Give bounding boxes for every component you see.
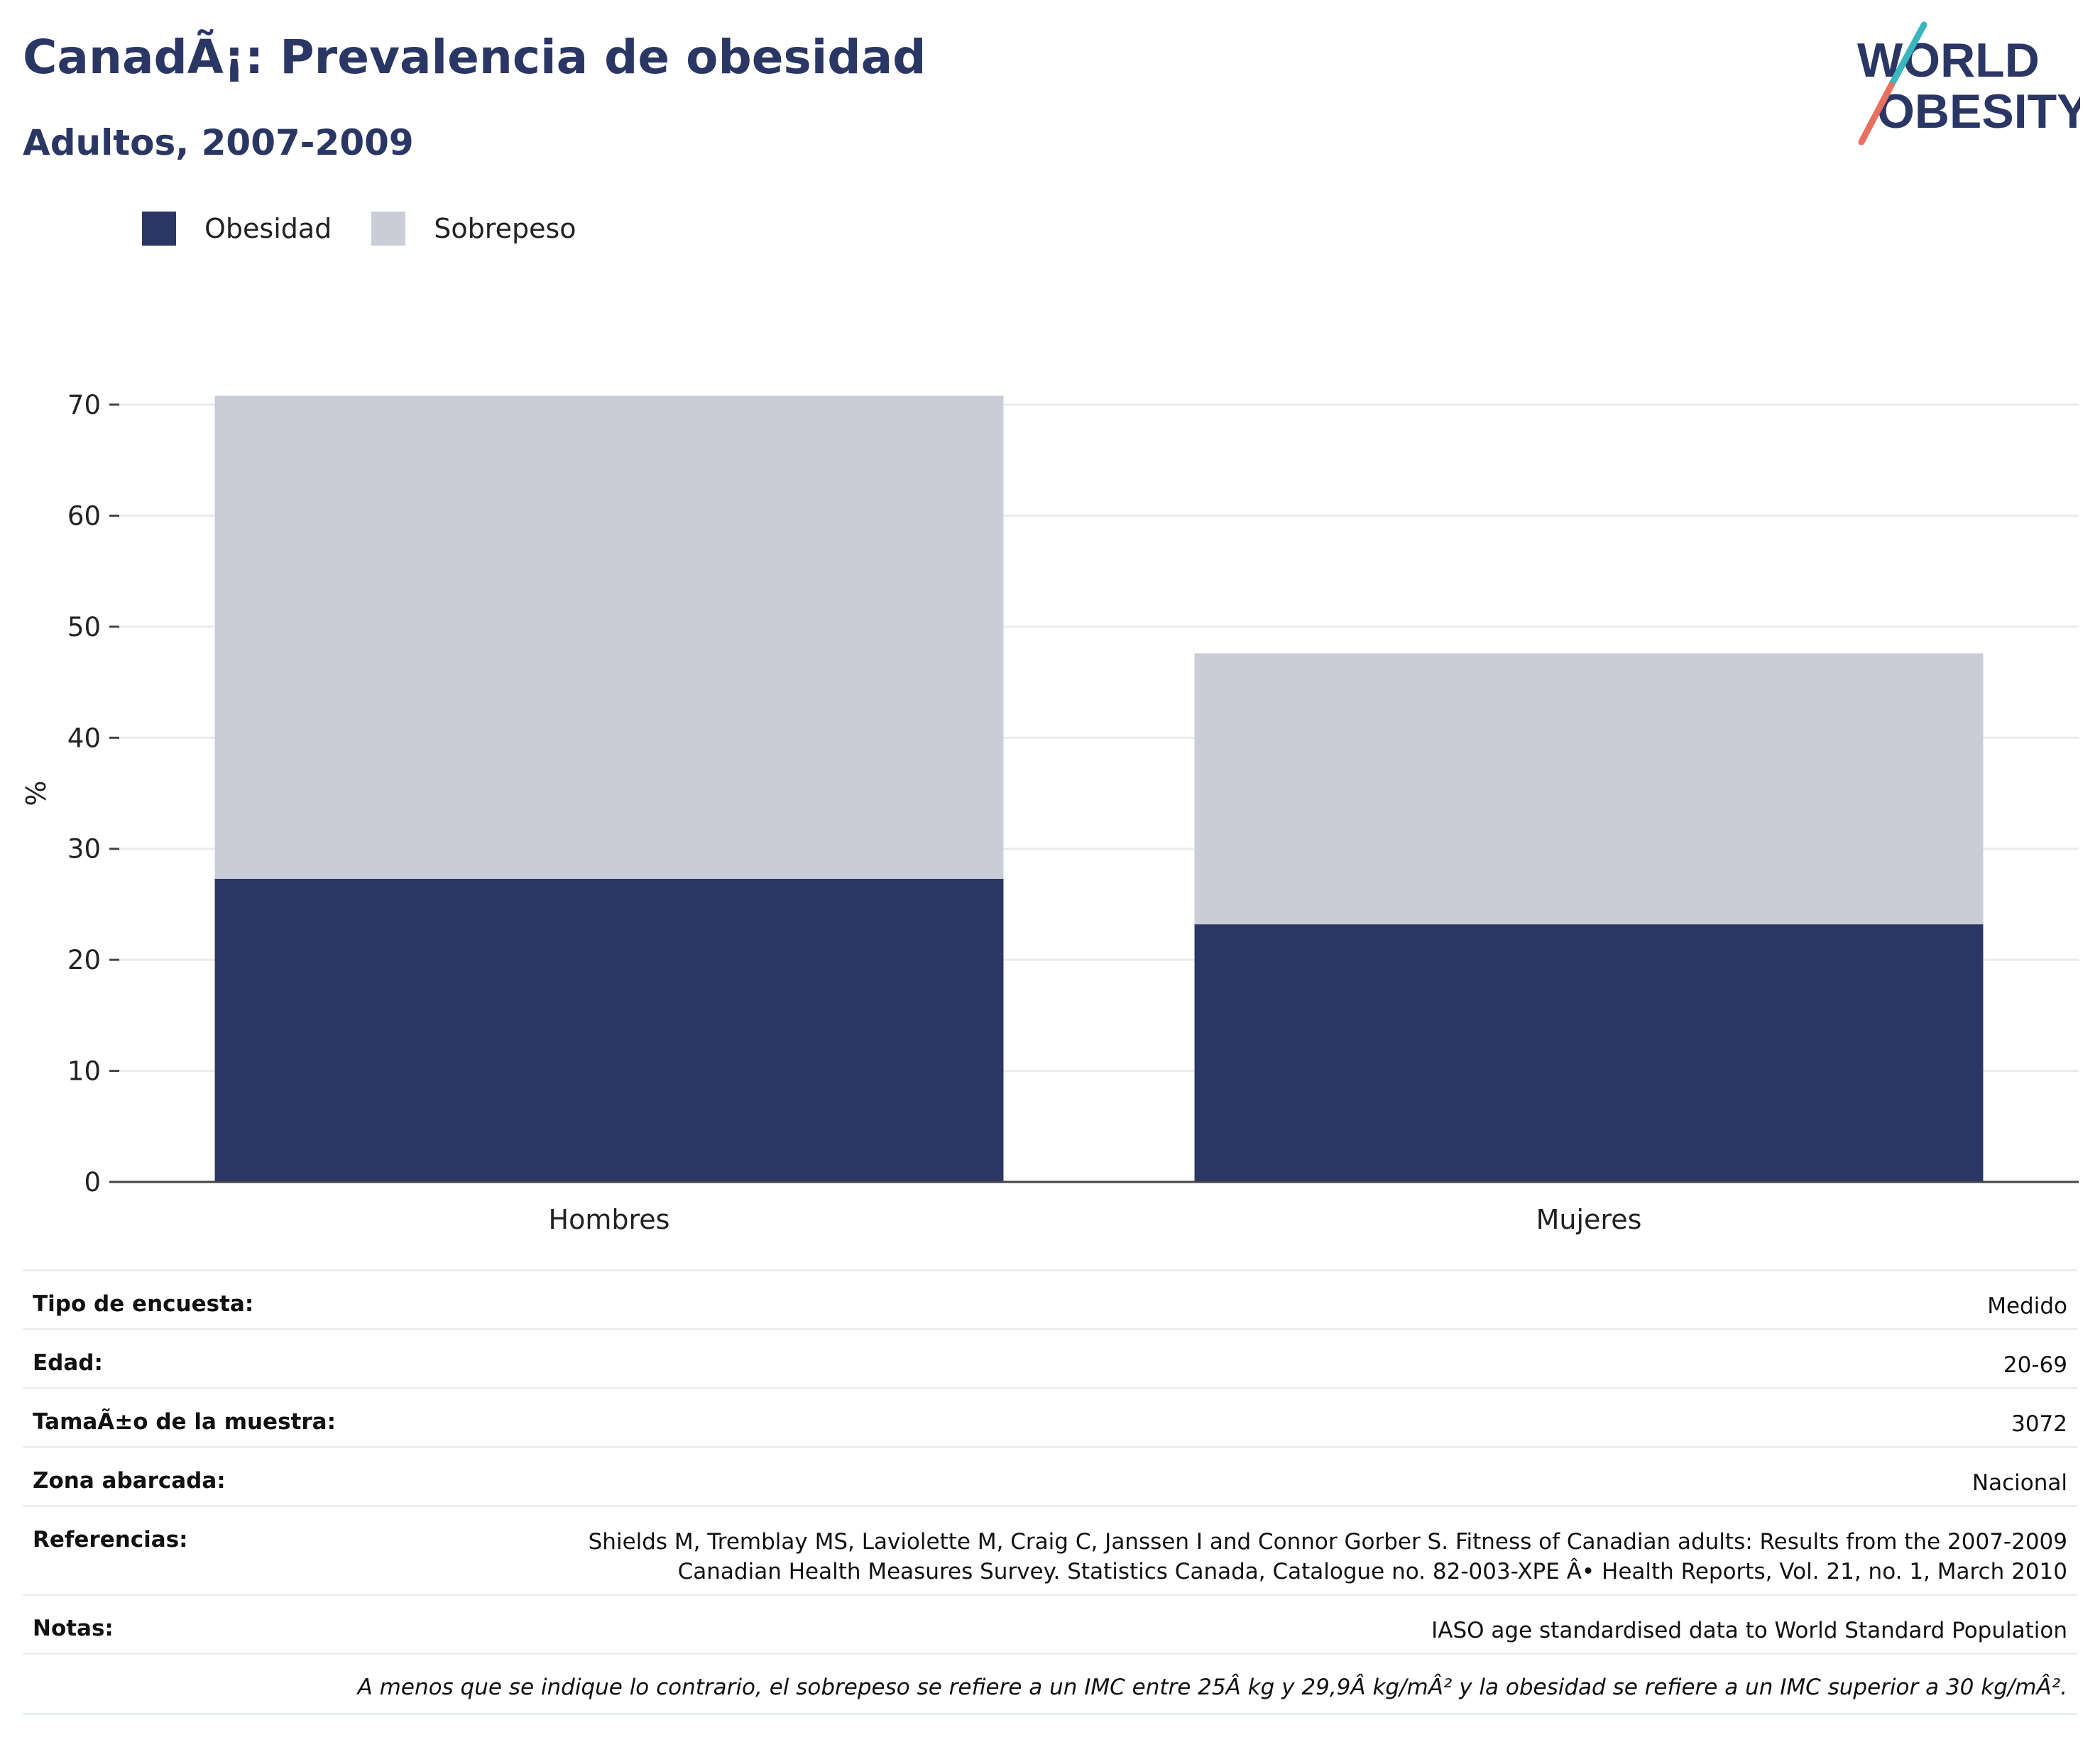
legend-label-sobrepeso: Sobrepeso xyxy=(434,213,576,244)
metadata-table: Tipo de encuesta: Medido Edad: 20-69 Tam… xyxy=(23,1269,2077,1715)
meta-label: Edad: xyxy=(33,1350,103,1376)
y-tick-label: 50 xyxy=(67,612,101,642)
logo-line2: OBESITY xyxy=(1877,84,2080,138)
x-tick-label: Mujeres xyxy=(1536,1204,1642,1235)
legend-item-obesidad[interactable]: Obesidad xyxy=(142,212,332,246)
x-tick-label: Hombres xyxy=(549,1204,670,1235)
stacked-bar-chart: 0 10 20 30 40 50 60 70 Hombres Mujeres % xyxy=(21,390,2079,1235)
y-tick-label: 0 xyxy=(84,1167,101,1198)
bars xyxy=(214,395,1984,1182)
y-axis-ticks: 0 10 20 30 40 50 60 70 xyxy=(67,390,119,1198)
legend-swatch-sobrepeso xyxy=(371,212,406,246)
meta-row-age: Edad: 20-69 xyxy=(23,1328,2077,1387)
meta-row-notes: Notas: IASO age standardised data to Wor… xyxy=(23,1594,2077,1653)
reference-line-2: Canadian Health Measures Survey. Statist… xyxy=(677,1559,2067,1584)
meta-value: IASO age standardised data to World Stan… xyxy=(1431,1618,2067,1643)
meta-value: 20-69 xyxy=(2003,1352,2067,1378)
page-title: CanadÃ¡: Prevalencia de obesidad xyxy=(23,30,926,84)
meta-row-footnote: A menos que se indique lo contrario, el … xyxy=(23,1653,2077,1715)
footnote: A menos que se indique lo contrario, el … xyxy=(357,1675,2067,1700)
x-axis-ticks: Hombres Mujeres xyxy=(549,1204,1642,1235)
legend-swatch-obesidad xyxy=(142,212,176,246)
meta-value: Medido xyxy=(1987,1293,2067,1319)
meta-value: Shields M, Tremblay MS, Laviolette M, Cr… xyxy=(589,1527,2067,1587)
meta-value: 3072 xyxy=(2011,1411,2067,1437)
meta-label: TamaÃ±o de la muestra: xyxy=(33,1409,336,1435)
y-tick-label: 30 xyxy=(67,834,101,865)
meta-value: Nacional xyxy=(1972,1470,2067,1496)
y-tick-label: 40 xyxy=(67,723,101,753)
chart-legend: Obesidad Sobrepeso xyxy=(142,212,616,246)
legend-label-obesidad: Obesidad xyxy=(204,213,332,244)
legend-item-sobrepeso[interactable]: Sobrepeso xyxy=(371,212,576,246)
meta-label: Zona abarcada: xyxy=(33,1468,226,1494)
page-subtitle: Adultos, 2007-2009 xyxy=(23,122,414,163)
meta-row-area: Zona abarcada: Nacional xyxy=(23,1446,2077,1505)
bar-sobrepeso-hombres xyxy=(214,395,1004,879)
meta-label: Notas: xyxy=(33,1616,114,1641)
bar-sobrepeso-mujeres xyxy=(1194,653,1984,925)
y-tick-label: 10 xyxy=(67,1056,101,1087)
meta-row-sample-size: TamaÃ±o de la muestra: 3072 xyxy=(23,1387,2077,1446)
y-axis-label: % xyxy=(21,780,52,806)
bar-obesidad-mujeres xyxy=(1194,924,1984,1182)
meta-row-references: Referencias: Shields M, Tremblay MS, Lav… xyxy=(23,1505,2077,1594)
y-tick-label: 70 xyxy=(67,390,101,420)
reference-line-1: Shields M, Tremblay MS, Laviolette M, Cr… xyxy=(588,1529,2067,1555)
meta-label: Tipo de encuesta: xyxy=(33,1291,254,1317)
meta-label: Referencias: xyxy=(33,1527,188,1552)
logo-line1: WORLD xyxy=(1857,33,2040,87)
meta-row-survey-type: Tipo de encuesta: Medido xyxy=(23,1269,2077,1328)
bar-obesidad-hombres xyxy=(214,878,1004,1182)
world-obesity-logo: WORLD OBESITY xyxy=(1857,21,2080,146)
y-tick-label: 60 xyxy=(67,500,101,531)
y-tick-label: 20 xyxy=(67,945,101,975)
